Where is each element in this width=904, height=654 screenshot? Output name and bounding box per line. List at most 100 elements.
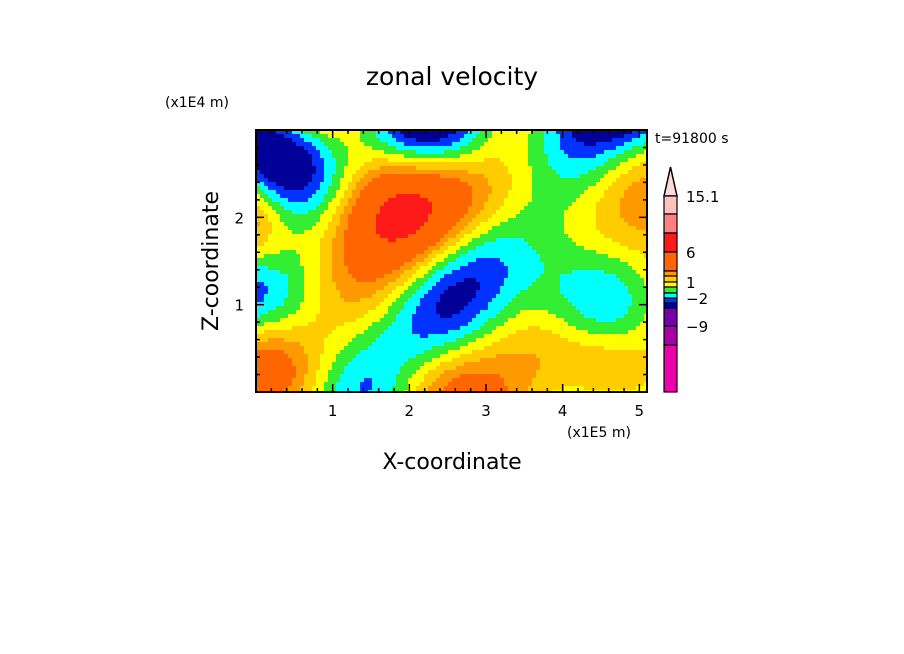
contour-cell: [396, 226, 401, 231]
contour-cell: [492, 262, 497, 267]
contour-cell: [548, 258, 553, 263]
contour-cell: [268, 226, 273, 231]
contour-cell: [292, 210, 297, 215]
contour-cell: [364, 190, 369, 195]
contour-cell: [484, 194, 489, 199]
contour-cell: [420, 342, 425, 347]
contour-cell: [524, 182, 529, 187]
contour-cell: [288, 246, 293, 251]
contour-cell: [404, 166, 409, 171]
contour-cell: [432, 354, 437, 359]
contour-cell: [372, 246, 377, 251]
contour-cell: [268, 202, 273, 207]
contour-cell: [428, 150, 433, 155]
contour-cell: [348, 342, 353, 347]
contour-cell: [408, 162, 413, 167]
contour-cell: [556, 222, 561, 227]
contour-cell: [524, 306, 529, 311]
contour-cell: [444, 206, 449, 211]
contour-cell: [388, 334, 393, 339]
contour-cell: [372, 226, 377, 231]
contour-cell: [420, 258, 425, 263]
contour-cell: [384, 162, 389, 167]
contour-cell: [332, 370, 337, 375]
contour-cell: [312, 346, 317, 351]
contour-cell: [548, 322, 553, 327]
contour-cell: [460, 370, 465, 375]
contour-cell: [404, 382, 409, 387]
contour-cell: [492, 182, 497, 187]
contour-cell: [372, 174, 377, 179]
contour-cell: [264, 130, 269, 135]
contour-cell: [340, 286, 345, 291]
contour-cell: [352, 342, 357, 347]
contour-cell: [428, 334, 433, 339]
contour-cell: [396, 258, 401, 263]
contour-cell: [520, 362, 525, 367]
contour-cell: [504, 342, 509, 347]
contour-cell: [528, 386, 533, 391]
contour-cell: [260, 274, 265, 279]
contour-cell: [444, 170, 449, 175]
contour-cell: [388, 166, 393, 171]
contour-cell: [532, 250, 537, 255]
contour-cell: [376, 138, 381, 143]
contour-cell: [396, 318, 401, 323]
contour-cell: [440, 230, 445, 235]
contour-cell: [380, 302, 385, 307]
contour-cell: [268, 374, 273, 379]
contour-cell: [260, 286, 265, 291]
contour-cell: [516, 302, 521, 307]
contour-cell: [500, 222, 505, 227]
contour-cell: [420, 142, 425, 147]
contour-cell: [504, 386, 509, 391]
contour-cell: [276, 294, 281, 299]
contour-cell: [436, 358, 441, 363]
contour-cell: [400, 374, 405, 379]
contour-cell: [484, 242, 489, 247]
contour-cell: [296, 194, 301, 199]
contour-cell: [416, 162, 421, 167]
contour-cell: [480, 294, 485, 299]
contour-cell: [516, 134, 521, 139]
contour-cell: [280, 186, 285, 191]
contour-cell: [348, 374, 353, 379]
contour-cell: [452, 254, 457, 259]
contour-cell: [452, 258, 457, 263]
contour-cell: [376, 154, 381, 159]
contour-cell: [352, 350, 357, 355]
contour-cell: [504, 314, 509, 319]
contour-cell: [268, 358, 273, 363]
contour-cell: [300, 250, 305, 255]
contour-cell: [328, 282, 333, 287]
contour-cell: [556, 190, 561, 195]
contour-cell: [480, 366, 485, 371]
contour-cell: [296, 386, 301, 391]
contour-cell: [464, 210, 469, 215]
contour-cell: [300, 374, 305, 379]
contour-cell: [524, 214, 529, 219]
contour-cell: [356, 186, 361, 191]
contour-cell: [284, 190, 289, 195]
contour-cell: [296, 158, 301, 163]
contour-cell: [488, 238, 493, 243]
contour-cell: [308, 366, 313, 371]
contour-cell: [308, 190, 313, 195]
contour-cell: [344, 134, 349, 139]
contour-cell: [412, 354, 417, 359]
contour-cell: [296, 178, 301, 183]
contour-cell: [396, 342, 401, 347]
contour-cell: [488, 190, 493, 195]
contour-cell: [428, 154, 433, 159]
contour-cell: [356, 386, 361, 391]
contour-cell: [424, 306, 429, 311]
contour-cell: [288, 362, 293, 367]
contour-cell: [308, 322, 313, 327]
contour-cell: [532, 306, 537, 311]
contour-cell: [424, 338, 429, 343]
contour-cell: [544, 170, 549, 175]
contour-cell: [260, 182, 265, 187]
contour-cell: [396, 298, 401, 303]
contour-cell: [360, 146, 365, 151]
contour-cell: [364, 206, 369, 211]
